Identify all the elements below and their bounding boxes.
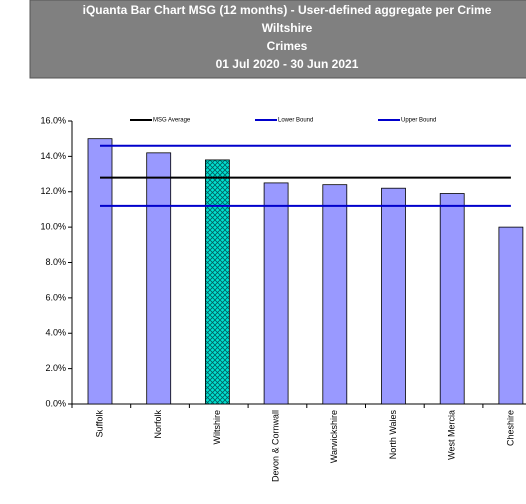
x-tick-label: Wiltshire xyxy=(212,410,222,445)
legend-label: Lower Bound xyxy=(278,118,313,124)
bar xyxy=(204,159,230,405)
x-tick-label: Suffolk xyxy=(94,410,104,438)
legend-label: Upper Bound xyxy=(401,118,436,124)
y-tick-label: 12.0% xyxy=(40,186,66,196)
x-tick-label: Devon & Cornwall xyxy=(270,410,280,482)
x-tick-label: Norfolk xyxy=(153,410,163,439)
x-tick-label: North Wales xyxy=(388,410,398,460)
y-tick-label: 16.0% xyxy=(40,115,66,125)
subtitle: Crimes xyxy=(267,39,308,53)
bar xyxy=(146,152,172,405)
x-tick-label: Warwickshire xyxy=(329,410,339,463)
bar xyxy=(439,193,465,405)
bar xyxy=(322,184,348,405)
bar xyxy=(498,226,524,405)
y-tick-label: 2.0% xyxy=(45,363,66,373)
bar xyxy=(87,138,113,405)
subtitle: 01 Jul 2020 - 30 Jun 2021 xyxy=(216,57,359,71)
chart-title: iQuanta Bar Chart MSG (12 months) - User… xyxy=(83,3,492,17)
x-tick-label: Cheshire xyxy=(505,410,515,446)
title-box xyxy=(29,0,526,79)
y-tick-label: 14.0% xyxy=(40,151,66,161)
bar xyxy=(381,187,406,405)
y-tick-label: 8.0% xyxy=(45,257,66,267)
legend-label: MSG Average xyxy=(153,118,191,124)
y-tick-label: 6.0% xyxy=(45,292,66,302)
y-tick-label: 0.0% xyxy=(45,398,66,408)
y-tick-label: 10.0% xyxy=(40,222,66,232)
x-tick-label: West Mercia xyxy=(447,410,457,460)
bar xyxy=(263,182,289,405)
subtitle: Wiltshire xyxy=(262,21,313,35)
y-tick-label: 4.0% xyxy=(45,328,66,338)
